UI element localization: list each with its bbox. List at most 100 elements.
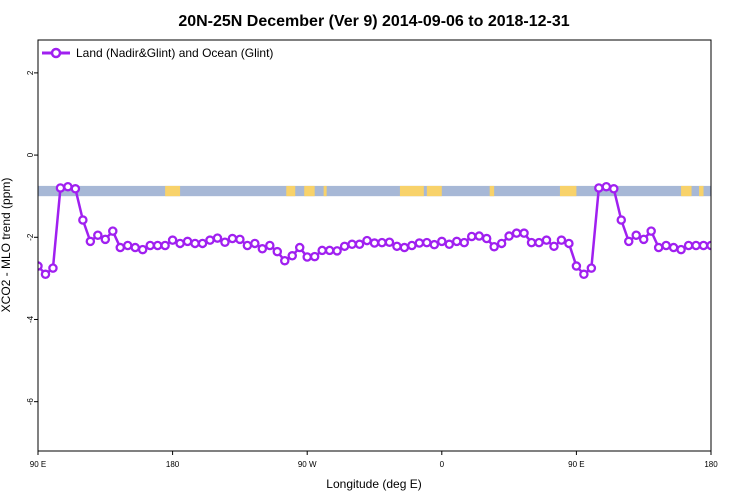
plot-frame [37, 39, 712, 452]
land-patch [399, 185, 424, 197]
data-point [324, 245, 335, 256]
y-tick-label: -4 [26, 315, 35, 323]
x-tick-label: 180 [704, 460, 718, 469]
data-point [287, 251, 297, 261]
data-point [175, 238, 185, 249]
data-point [534, 237, 544, 248]
data-point [706, 240, 711, 251]
data-point [137, 244, 148, 255]
data-point [272, 246, 283, 257]
data-point [549, 241, 559, 252]
data-point [48, 263, 58, 273]
y-tick-label: -6 [26, 398, 35, 406]
data-point [182, 236, 193, 247]
data-point [302, 252, 312, 262]
y-tick-label: -2 [26, 233, 35, 241]
data-point [489, 241, 499, 252]
data-point [347, 239, 357, 250]
data-point [564, 238, 574, 249]
data-point [152, 240, 163, 251]
land-patch [165, 185, 181, 197]
x-tick-label: 90 E [30, 460, 46, 469]
data-point [631, 230, 641, 240]
data-point [332, 246, 342, 256]
data-point [691, 240, 701, 251]
data-point [594, 183, 604, 193]
data-point [452, 236, 462, 247]
data-point [339, 241, 350, 252]
data-point [579, 269, 589, 280]
y-tick-label: 0 [26, 152, 35, 157]
legend-marker-icon [50, 47, 62, 59]
data-point [459, 237, 469, 248]
legend: Land (Nadir&Glint) and Ocean (Glint) [42, 46, 273, 60]
data-point [407, 240, 417, 251]
data-point [623, 236, 634, 247]
data-point [496, 238, 507, 249]
data-point [294, 242, 305, 253]
data-point [55, 183, 66, 193]
data-point [646, 226, 656, 236]
x-tick-label: 180 [166, 460, 180, 469]
land-patch [699, 185, 704, 197]
data-point [257, 244, 268, 254]
data-point [466, 231, 477, 242]
data-point [384, 237, 395, 247]
data-point [250, 238, 260, 249]
data-point [85, 236, 96, 247]
data-point [616, 215, 627, 225]
legend-label: Land (Nadir&Glint) and Ocean (Glint) [76, 46, 273, 60]
series-line [38, 185, 711, 276]
data-point [683, 240, 694, 251]
data-point [167, 235, 178, 245]
data-point [122, 240, 133, 251]
data-point [422, 237, 432, 248]
data-point [676, 244, 686, 255]
y-tick-label: 2 [26, 70, 35, 75]
ocean-band [38, 185, 711, 197]
data-point [145, 240, 155, 251]
data-point [414, 238, 425, 248]
data-point [526, 237, 537, 248]
data-point [309, 251, 320, 262]
data-point [242, 240, 253, 251]
data-point [63, 181, 73, 192]
data-point [392, 241, 402, 252]
data-point [609, 184, 619, 194]
data-point [601, 181, 612, 192]
data-point [78, 215, 88, 225]
data-point [280, 255, 290, 266]
land-patch [681, 185, 692, 197]
x-tick-label: 90 E [568, 460, 584, 469]
land-patch [426, 185, 442, 197]
data-point [698, 240, 709, 251]
data-point [437, 236, 447, 247]
data-point [130, 242, 140, 253]
data-point [212, 233, 223, 243]
data-point [235, 234, 245, 245]
data-point [511, 228, 522, 238]
data-point [668, 242, 679, 253]
x-tick-label: 0 [440, 460, 445, 469]
data-point [429, 239, 440, 250]
data-point [160, 240, 170, 251]
data-point [115, 242, 126, 253]
land-patch [323, 185, 327, 197]
chart-title: 20N-25N December (Ver 9) 2014-09-06 to 2… [178, 13, 569, 30]
data-point [40, 269, 51, 280]
x-axis-title: Longitude (deg E) [326, 477, 421, 491]
data-point [265, 240, 275, 251]
data-point [108, 226, 118, 236]
data-point [362, 235, 372, 246]
data-point [541, 235, 552, 245]
x-tick-label: 90 W [298, 460, 317, 469]
data-point [638, 234, 649, 245]
y-axis-title: XCO2 - MLO trend (ppm) [0, 178, 13, 313]
data-point [377, 237, 387, 248]
data-point [556, 235, 567, 245]
data-point [70, 184, 81, 194]
data-point [197, 238, 208, 249]
land-patch [304, 185, 315, 197]
data-point [205, 235, 215, 245]
